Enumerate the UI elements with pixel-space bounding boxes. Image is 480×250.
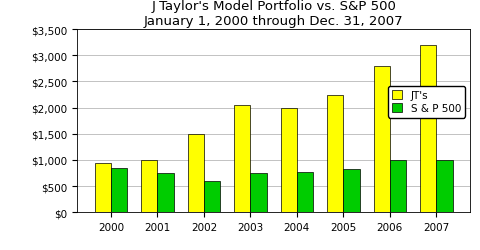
Bar (111, 168, 127, 212)
Bar (281, 108, 297, 212)
Bar (297, 172, 313, 212)
Legend: JT's, S & P 500: JT's, S & P 500 (388, 86, 465, 118)
Bar (373, 66, 390, 212)
Bar (343, 170, 360, 212)
Bar (141, 160, 157, 212)
Bar (327, 95, 343, 212)
Title: J Taylor's Model Portfolio vs. S&P 500
January 1, 2000 through Dec. 31, 2007: J Taylor's Model Portfolio vs. S&P 500 J… (144, 0, 403, 28)
Bar (157, 174, 174, 212)
Bar (95, 163, 111, 212)
Bar (420, 46, 436, 212)
Bar (234, 106, 251, 212)
Bar (436, 160, 453, 212)
Bar (251, 174, 266, 212)
Bar (188, 134, 204, 212)
Bar (204, 181, 220, 212)
Bar (390, 160, 406, 212)
